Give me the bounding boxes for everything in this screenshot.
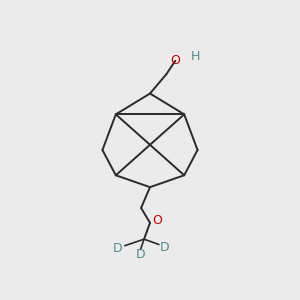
Text: H: H: [191, 50, 200, 63]
Text: D: D: [136, 248, 145, 260]
Text: O: O: [170, 54, 180, 67]
Text: D: D: [112, 242, 122, 255]
Text: O: O: [152, 214, 162, 227]
Text: D: D: [160, 241, 169, 254]
